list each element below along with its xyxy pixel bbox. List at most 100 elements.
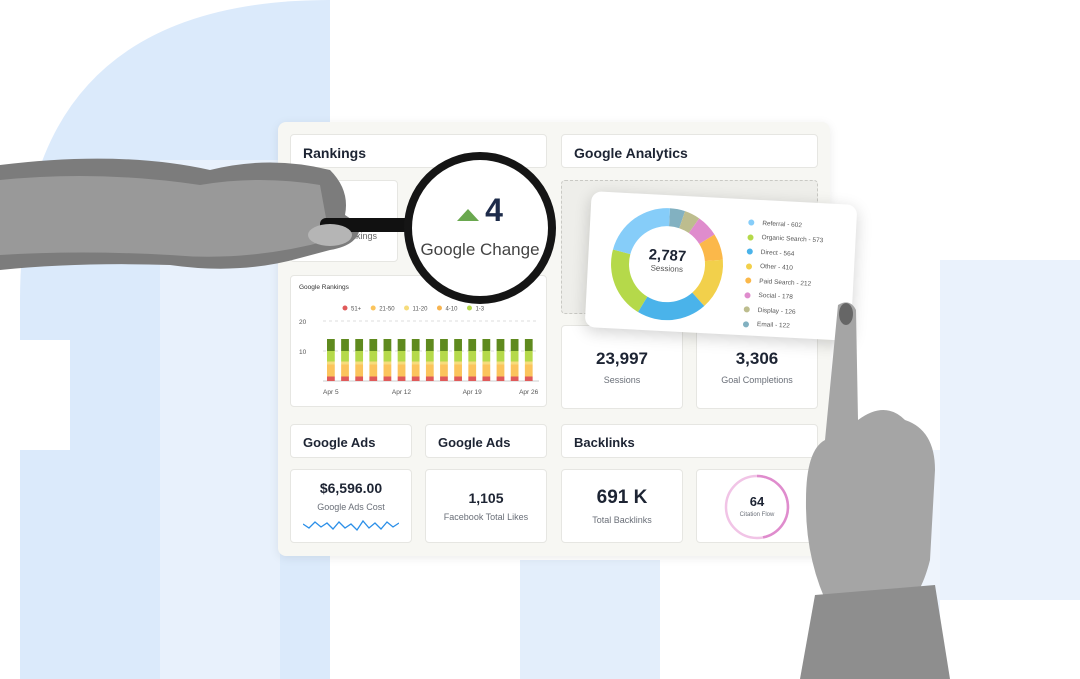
bar-segment	[383, 376, 392, 381]
bar-segment	[524, 339, 533, 351]
bar-segment	[468, 361, 477, 365]
chart-title: Google Rankings	[299, 284, 349, 291]
backlinks-card: 691 K Total Backlinks	[561, 469, 683, 543]
legend-dot	[466, 305, 472, 311]
legend-dot	[370, 305, 376, 311]
bar-segment	[454, 361, 462, 365]
bar-segment	[397, 339, 406, 351]
bar-segment	[383, 364, 392, 377]
legend-label: 4-10	[445, 307, 458, 313]
y-tick-label: 10	[299, 349, 307, 356]
bar-segment	[440, 361, 448, 365]
donut-slice-social	[688, 218, 715, 245]
bar-segment	[411, 364, 420, 377]
facebook-likes-label: Facebook Total Likes	[443, 512, 529, 522]
total-backlinks-label: Total Backlinks	[592, 515, 652, 525]
total-backlinks-value: 691 K	[596, 487, 648, 508]
legend-dot	[436, 305, 442, 311]
ads-cost-value: $6,596.00	[319, 480, 383, 496]
rankings-header: Rankings	[290, 134, 547, 168]
bar-segment	[482, 339, 491, 351]
legend-dot	[342, 305, 348, 311]
bar-segment	[425, 364, 434, 377]
donut-slice-organic-search	[611, 249, 648, 313]
goal-completions-value: 3,306	[735, 349, 779, 368]
bar-segment	[510, 361, 519, 365]
bar-segment	[383, 361, 392, 365]
bar-segment	[482, 361, 491, 365]
bar-segment	[341, 339, 349, 351]
bar-segment	[440, 351, 448, 362]
bar-segment	[425, 361, 434, 365]
citation-flow-label: Citation Flow	[739, 512, 775, 518]
bar-segment	[454, 364, 462, 377]
donut-slice-paid-search	[699, 234, 723, 262]
bar-segment	[496, 364, 505, 377]
bar-segment	[454, 376, 462, 381]
bar-segment	[369, 376, 378, 381]
bar-segment	[383, 339, 392, 351]
sessions-label: Sessions	[603, 375, 641, 385]
donut-slice-email	[669, 208, 686, 229]
legend-label: 21-50	[379, 307, 395, 313]
bar-segment	[341, 376, 349, 381]
bar-segment	[524, 361, 533, 365]
citation-flow-value: 64	[749, 494, 765, 509]
legend-label: 11-20	[413, 307, 429, 313]
bar-segment	[327, 339, 335, 351]
bar-segment	[482, 364, 491, 377]
bar-segment	[369, 351, 378, 362]
x-tick-label: Apr 19	[463, 389, 483, 396]
bar-segment	[468, 351, 477, 362]
bar-segment	[425, 376, 434, 381]
bar-segment	[440, 376, 448, 381]
ads-cost-card: $6,596.00 Google Ads Cost	[290, 469, 412, 543]
legend-label: 51+	[351, 307, 362, 313]
facebook-likes-card: 1,105 Facebook Total Likes	[425, 469, 547, 543]
bar-segment	[425, 351, 434, 362]
goal-completions-label: Goal Completions	[721, 375, 793, 385]
bar-segment	[468, 339, 477, 351]
bar-segment	[524, 376, 533, 381]
bar-segment	[524, 351, 533, 362]
bar-segment	[454, 339, 462, 351]
y-tick-label: 20	[299, 319, 307, 326]
donut-slice-display	[679, 211, 700, 234]
bar-segment	[510, 364, 519, 377]
bar-segment	[327, 361, 335, 365]
sessions-donut-chart	[611, 208, 724, 321]
bar-segment	[482, 351, 491, 362]
citation-flow-card: 64 Citation Flow	[696, 469, 818, 543]
legend-dot	[404, 305, 410, 311]
bar-segment	[468, 364, 477, 377]
bar-segment	[327, 376, 335, 381]
bar-segment	[524, 364, 533, 377]
sessions-value: 23,997	[596, 349, 648, 368]
bar-segment	[341, 351, 349, 362]
citation-flow-ring	[724, 474, 790, 540]
rankings-card-label: nkings	[351, 231, 378, 241]
donut-slice-other	[692, 259, 724, 307]
bar-segment	[355, 361, 364, 365]
bar-segment	[355, 351, 364, 362]
bar-segment	[411, 339, 420, 351]
x-tick-label: Apr 12	[392, 389, 412, 396]
x-tick-label: Apr 26	[519, 389, 539, 396]
bar-segment	[496, 339, 505, 351]
bar-segment	[411, 361, 420, 365]
trend-up-icon	[457, 208, 480, 221]
rankings-bar-chart: 10 20 Apr 5 Apr 12 Apr 19 Apr 26 51+ 21-50 11-20…	[299, 305, 539, 396]
bar-segment	[355, 364, 364, 377]
bar-segment	[440, 339, 448, 351]
x-tick-label: Apr 5	[323, 389, 339, 396]
bar-segment	[327, 364, 335, 377]
bar-segment	[440, 364, 448, 377]
facebook-likes-value: 1,105	[468, 490, 504, 506]
bar-segment	[425, 339, 434, 351]
bar-segment	[496, 361, 505, 365]
bar-segment	[341, 361, 349, 365]
analytics-header: Google Analytics	[561, 134, 818, 168]
bar-segment	[327, 351, 335, 362]
google-ads-header-1: Google Ads	[290, 424, 412, 458]
